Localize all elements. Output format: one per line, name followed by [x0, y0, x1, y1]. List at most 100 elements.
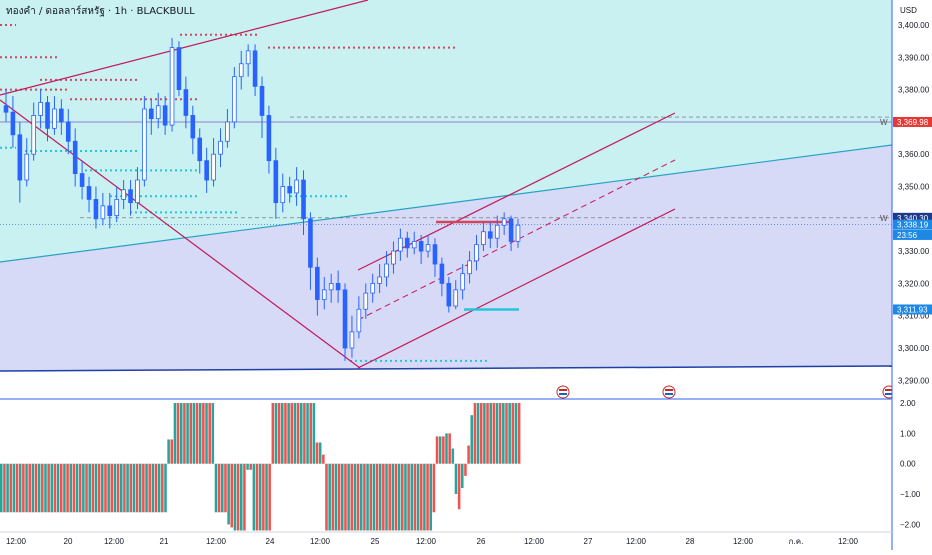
flag-circle	[556, 385, 570, 399]
time-tick-label: 12:00	[206, 537, 227, 546]
histogram-bar	[318, 442, 322, 464]
candle-body	[45, 102, 50, 129]
candle-body	[86, 186, 92, 200]
candle-body	[273, 160, 279, 204]
histogram-bar	[246, 463, 249, 470]
histogram-bar	[167, 439, 170, 464]
candle-body	[294, 179, 299, 194]
histogram-bar	[341, 463, 344, 531]
drawings-layer	[0, 0, 896, 399]
histogram-bar	[132, 463, 136, 513]
histogram-bar	[189, 403, 193, 464]
price-tick-label: 3,300.00	[898, 344, 930, 353]
price-tick-label: 3,310.00	[898, 312, 930, 321]
histogram-bar	[230, 463, 234, 528]
histogram-bar	[432, 463, 436, 513]
time-tick-label: 28	[686, 537, 695, 546]
candle-body	[370, 282, 376, 294]
histogram-bar	[467, 445, 470, 464]
histogram-bar	[382, 463, 385, 531]
histogram-bar	[75, 463, 79, 513]
histogram-bar	[129, 463, 133, 513]
candle-body	[411, 241, 417, 249]
histogram-bar	[104, 463, 107, 513]
histogram-bar	[50, 463, 54, 513]
candle-body	[515, 224, 521, 242]
histogram-bar	[505, 403, 508, 464]
histogram-bar	[82, 463, 85, 513]
candles-layer	[3, 37, 521, 361]
histogram-bar	[227, 463, 230, 525]
candle-body	[453, 289, 459, 307]
histogram-bar	[101, 463, 104, 513]
histogram-bar	[116, 463, 120, 513]
time-tick-label: 20	[64, 537, 73, 546]
histogram-bar	[25, 463, 28, 513]
histogram-bar	[369, 463, 372, 531]
histogram-bar	[221, 463, 224, 513]
histogram-bar	[388, 463, 391, 531]
histogram-bar	[78, 463, 82, 513]
histogram-bar	[47, 463, 50, 513]
histogram-bar	[31, 463, 35, 513]
candle-body	[232, 76, 237, 123]
histogram-bar	[435, 436, 439, 464]
trendline-upper-red	[0, 0, 369, 96]
price-label-text: 23:56	[897, 231, 918, 240]
candle-body	[474, 244, 479, 262]
histogram-bar	[344, 463, 347, 531]
candle-body	[218, 140, 223, 155]
time-tick-label: 12:00	[104, 537, 125, 546]
histogram-bar	[202, 403, 205, 464]
flag-stripe	[665, 389, 673, 391]
candle-body	[245, 50, 251, 65]
flag-circle	[662, 385, 676, 399]
histogram-bar	[233, 463, 237, 531]
candle-body	[363, 292, 369, 310]
histogram-bar	[22, 463, 25, 513]
candle-body	[190, 115, 196, 139]
histogram-bar	[56, 463, 60, 513]
indicator-tick-label: 1.00	[900, 429, 916, 438]
time-tick-label: 26	[477, 537, 486, 546]
histogram-bar	[176, 403, 180, 464]
time-tick-label: 12:00	[416, 537, 437, 546]
histogram-bar	[113, 463, 117, 513]
flag-stripe	[885, 389, 893, 391]
histogram-bar	[142, 463, 145, 513]
histogram-bar	[69, 463, 73, 513]
candle-body	[79, 173, 85, 187]
histogram-bar	[438, 436, 442, 464]
histogram-bar	[205, 403, 208, 464]
histogram-bar	[44, 463, 47, 513]
candle-body	[114, 199, 120, 216]
flag-stripe	[885, 393, 893, 395]
histogram-bar	[448, 433, 451, 464]
histogram-bar	[347, 463, 350, 531]
histogram-bar	[208, 403, 211, 464]
histogram-bar	[28, 463, 31, 513]
histogram-bar	[107, 463, 110, 513]
histogram-bar	[18, 463, 22, 513]
time-tick-label: 12:00	[524, 537, 545, 546]
candle-body	[100, 205, 106, 220]
time-tick-label: 25	[371, 537, 380, 546]
candle-body	[494, 224, 500, 239]
histogram-bar	[470, 415, 474, 464]
currency-label: USD	[900, 6, 917, 15]
histogram-bar	[161, 463, 164, 513]
histogram-bar	[173, 403, 177, 464]
histogram-bar	[331, 463, 335, 531]
candle-body	[321, 289, 327, 300]
histogram-bar	[363, 463, 366, 531]
candle-body	[266, 115, 272, 162]
histogram-bar	[53, 463, 57, 513]
histogram-bar	[236, 463, 240, 531]
price-tick-label: 3,320.00	[898, 279, 930, 288]
price-label-box	[893, 212, 932, 223]
candle-body	[176, 47, 182, 91]
histogram-bar	[274, 403, 278, 464]
histogram-bar	[359, 463, 363, 531]
